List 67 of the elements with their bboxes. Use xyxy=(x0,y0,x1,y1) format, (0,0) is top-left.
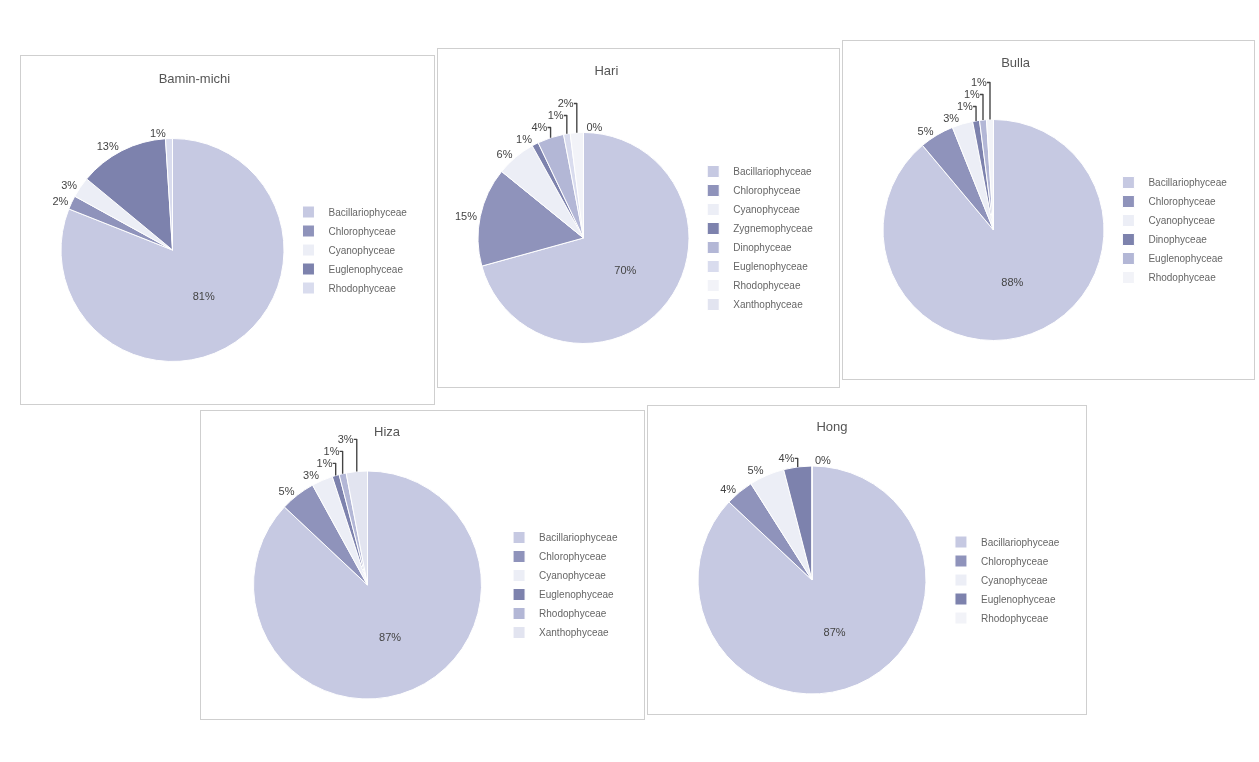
legend-label: Chlorophyceae xyxy=(328,225,397,237)
legend-label: Chlorophyceae xyxy=(539,551,607,563)
data-label: 1% xyxy=(547,109,564,122)
data-label: 1% xyxy=(516,133,533,146)
legend-label: Bacillariophyceae xyxy=(733,166,813,178)
data-label: 4% xyxy=(531,121,548,134)
legend-label: Bacillariophyceae xyxy=(328,206,408,218)
legend-label: Cyanophyceae xyxy=(733,204,801,216)
legend-label: Chlorophyceae xyxy=(1148,196,1217,208)
chart-title: Bulla xyxy=(1001,55,1031,70)
legend-label: Rhodophyceae xyxy=(733,280,801,292)
data-label: 70% xyxy=(614,263,637,276)
legend-label: Zygnemophyceae xyxy=(733,223,814,235)
data-label: 5% xyxy=(278,485,295,498)
legend-label: Chlorophyceae xyxy=(980,555,1049,567)
legend-label: Cyanophyceae xyxy=(539,570,607,582)
legend-label: Bacillariophyceae xyxy=(1148,177,1228,189)
data-label: 81% xyxy=(192,290,215,303)
legend-label: Euglenophyceae xyxy=(733,261,809,273)
data-label: 5% xyxy=(917,124,934,137)
legend-label: Dinophyceae xyxy=(1148,234,1208,246)
data-label: 15% xyxy=(455,210,478,223)
legend-label: Dinophyceae xyxy=(733,242,793,254)
data-label: 88% xyxy=(1001,275,1024,288)
legend-label: Chlorophyceae xyxy=(733,185,801,197)
data-label: 3% xyxy=(337,433,354,446)
legend-label: Rhodophyceae xyxy=(539,608,607,620)
chart-title: Hari xyxy=(594,63,619,78)
legend-label: Rhodophyceae xyxy=(980,612,1049,624)
data-label: 13% xyxy=(96,139,119,152)
legend-label: Euglenophyceae xyxy=(1148,253,1224,265)
legend-label: Cyanophyceae xyxy=(980,574,1049,586)
data-label: 1% xyxy=(963,88,980,101)
data-label: 87% xyxy=(379,631,402,644)
data-label: 1% xyxy=(149,126,166,139)
legend-label: Euglenophyceae xyxy=(539,589,615,601)
data-label: 3% xyxy=(61,179,78,192)
legend-label: Xanthophyceae xyxy=(539,627,609,639)
data-label: 1% xyxy=(316,457,333,470)
chart-title: Hong xyxy=(816,418,848,434)
data-label: 2% xyxy=(557,97,574,110)
data-label: 1% xyxy=(970,76,987,89)
data-label: 5% xyxy=(747,464,764,477)
text: 0% xyxy=(815,454,831,466)
legend-label: Cyanophyceae xyxy=(1148,215,1216,227)
data-label: 1% xyxy=(956,100,974,113)
legend-label: Xanthophyceae xyxy=(733,299,804,311)
legend-label: Euglenophyceae xyxy=(328,263,404,275)
legend-label: Bacillariophyceae xyxy=(980,536,1060,548)
data-label: 87% xyxy=(823,626,846,639)
chart-title: Bamin-michi xyxy=(158,70,231,86)
data-label: 1% xyxy=(323,445,340,458)
data-label: 3% xyxy=(303,469,320,482)
chart-title: Hiza xyxy=(374,423,401,439)
legend-label: Euglenophyceae xyxy=(980,593,1056,605)
data-label: 4% xyxy=(778,452,795,465)
legend-label: Cyanophyceae xyxy=(328,244,396,256)
data-label: 6% xyxy=(496,147,513,160)
pie-slice xyxy=(253,470,482,700)
legend-label: Bacillariophyceae xyxy=(539,532,618,544)
pie-slice xyxy=(481,132,690,344)
data-label: 4% xyxy=(720,482,737,495)
text: 0% xyxy=(586,120,603,133)
legend-label: Rhodophyceae xyxy=(1148,272,1217,284)
legend-label: Rhodophyceae xyxy=(328,282,397,294)
data-label: 2% xyxy=(52,195,69,208)
data-label: 3% xyxy=(943,112,960,125)
